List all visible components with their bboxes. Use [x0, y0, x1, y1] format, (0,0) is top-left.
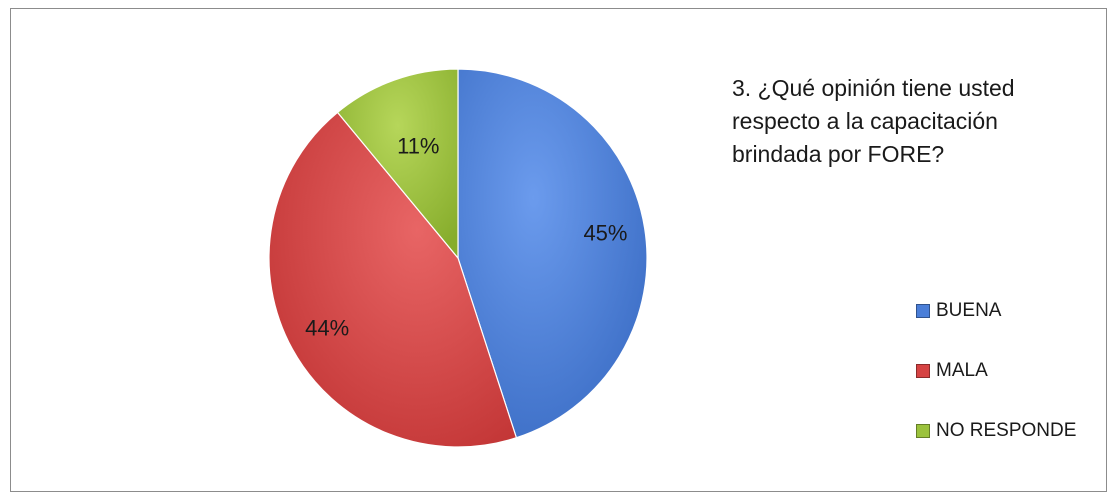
- slice-label-buena: 45%: [583, 220, 627, 245]
- legend-item-mala: MALA: [916, 354, 1076, 387]
- legend-swatch-no-responde: [916, 423, 930, 438]
- slice-label-no-responde: 11%: [397, 134, 439, 159]
- legend-label-buena: BUENA: [936, 299, 1002, 321]
- slice-label-mala: 44%: [305, 316, 349, 341]
- legend-swatch-buena: [916, 303, 930, 318]
- pie-slice-buena: [457, 68, 648, 439]
- legend-label-no-responde: NO RESPONDE: [936, 419, 1077, 441]
- legend: BUENA MALA NO RESPONDE: [916, 294, 1076, 474]
- pie-slice-no-responde: [336, 68, 459, 260]
- legend-item-buena: BUENA: [916, 294, 1076, 327]
- pie-slice-mala: [268, 111, 518, 448]
- chart-title: 3. ¿Qué opinión tiene usted respecto a l…: [732, 75, 1015, 167]
- legend-swatch-mala: [916, 363, 930, 378]
- legend-label-mala: MALA: [936, 359, 988, 381]
- pie-chart: 45% 44% 11%: [268, 68, 648, 448]
- chart-frame: 45% 44% 11% 3. ¿Qué opinión tiene usted re…: [10, 8, 1107, 492]
- legend-item-no-responde: NO RESPONDE: [916, 414, 1076, 447]
